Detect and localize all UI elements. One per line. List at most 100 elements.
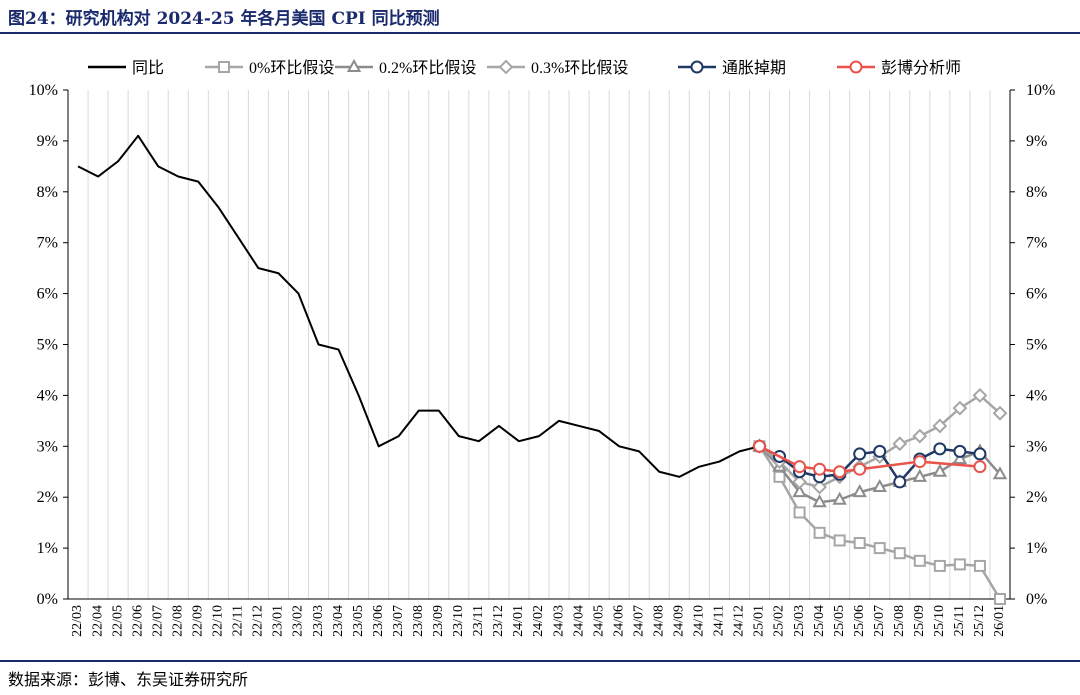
- data-point: [833, 465, 847, 479]
- legend-item: 0.2%环比假设: [335, 58, 476, 77]
- data-point: [873, 444, 887, 458]
- data-point: [913, 554, 926, 567]
- y-axis-left-ticks: 0% 1% 2% 3% 4% 5% 6% 7% 8% 9% 10%: [29, 82, 68, 608]
- series-1: [753, 440, 1006, 605]
- y-tick-label: 5%: [37, 337, 58, 354]
- x-tick-label: 23/08: [411, 605, 426, 637]
- y-tick-label-right: 3%: [1026, 438, 1047, 455]
- x-tick-label: 25/06: [852, 605, 867, 637]
- data-point: [872, 478, 887, 493]
- legend-label: 同比: [132, 59, 164, 77]
- x-tick-label: 24/05: [591, 605, 606, 637]
- legend-swatch-marker: [498, 59, 514, 75]
- legend-item: 彭博分析师: [837, 59, 961, 77]
- data-point: [933, 559, 946, 572]
- data-point: [853, 537, 866, 550]
- legend-item: 0%环比假设: [205, 59, 334, 77]
- y-tick-label: 9%: [37, 133, 58, 150]
- data-point: [972, 387, 988, 403]
- y-tick-label-right: 6%: [1026, 286, 1047, 303]
- legend-item: 通胀掉期: [678, 59, 786, 77]
- y-tick-label-right: 9%: [1026, 133, 1047, 150]
- x-tick-label: 25/08: [892, 605, 907, 637]
- data-point: [932, 418, 948, 434]
- y-tick-label: 3%: [37, 438, 58, 455]
- y-tick-label: 4%: [37, 387, 58, 404]
- data-point: [853, 462, 867, 476]
- chart-series: [77, 134, 1008, 605]
- x-tick-label: 24/07: [631, 605, 646, 637]
- legend-item: 同比: [88, 59, 164, 77]
- x-tick-label: 24/08: [651, 605, 666, 637]
- legend-label: 通胀掉期: [722, 59, 786, 77]
- data-point: [853, 447, 867, 461]
- x-tick-label: 25/07: [872, 605, 887, 637]
- x-tick-label: 26/01: [992, 605, 1007, 637]
- y-tick-label: 0%: [37, 591, 58, 608]
- data-point: [813, 526, 826, 539]
- chart-title: 图24：研究机构对 2024-25 年各月美国 CPI 同比预测: [8, 9, 440, 29]
- legend-label: 0.2%环比假设: [379, 59, 476, 77]
- data-point: [992, 405, 1008, 421]
- x-tick-label: 23/01: [271, 605, 286, 637]
- x-tick-label: 22/05: [110, 605, 125, 637]
- chart-grid: [67, 90, 1011, 599]
- x-tick-label: 24/12: [732, 605, 747, 637]
- y-tick-label: 8%: [37, 184, 58, 201]
- data-point: [892, 436, 908, 452]
- data-point: [932, 463, 948, 477]
- data-point: [952, 400, 968, 416]
- data-point: [973, 559, 986, 572]
- y-axis-right-ticks: 0% 1% 2% 3% 4% 5% 6% 7% 8% 9% 10%: [1010, 82, 1055, 608]
- data-point: [913, 455, 927, 469]
- data-point: [792, 474, 807, 490]
- series-line: [77, 134, 760, 478]
- data-point: [893, 547, 906, 560]
- y-tick-label-right: 8%: [1026, 184, 1047, 201]
- y-tick-label-right: 2%: [1026, 489, 1047, 506]
- legend-label: 0%环比假设: [249, 59, 334, 77]
- data-point: [832, 491, 847, 505]
- x-tick-label: 24/03: [551, 605, 566, 637]
- x-tick-label: 22/03: [70, 605, 85, 637]
- y-tick-label: 6%: [37, 286, 58, 303]
- y-tick-label-right: 4%: [1026, 387, 1047, 404]
- y-tick-label: 7%: [37, 235, 58, 252]
- series-5: [752, 439, 987, 479]
- x-tick-label: 25/03: [792, 605, 807, 637]
- y-tick-label: 1%: [37, 540, 58, 557]
- data-point: [833, 534, 846, 547]
- x-tick-label: 23/03: [311, 605, 326, 637]
- chart-axes: [67, 90, 1011, 600]
- data-point: [812, 494, 827, 508]
- series-3: [752, 387, 1008, 495]
- data-point: [953, 444, 967, 458]
- x-tick-label: 25/05: [832, 605, 847, 637]
- x-tick-label: 22/10: [211, 605, 226, 637]
- data-point: [852, 484, 867, 498]
- y-tick-label-right: 0%: [1026, 591, 1047, 608]
- data-point: [912, 428, 928, 444]
- title-rule: [0, 32, 1080, 34]
- x-tick-label: 25/02: [772, 605, 787, 637]
- x-tick-label: 22/04: [90, 605, 105, 637]
- x-tick-label: 22/12: [251, 605, 266, 637]
- x-tick-label: 23/04: [331, 605, 346, 637]
- x-tick-label: 24/06: [611, 605, 626, 637]
- x-tick-label: 24/04: [571, 605, 586, 637]
- series-0: [77, 134, 760, 478]
- y-tick-label-right: 5%: [1026, 337, 1047, 354]
- x-tick-label: 25/09: [912, 605, 927, 637]
- legend-swatch-marker: [690, 60, 704, 74]
- legend-swatch-marker: [849, 60, 863, 74]
- x-tick-label: 23/05: [351, 605, 366, 637]
- data-point: [953, 558, 966, 571]
- x-tick-label: 25/01: [752, 605, 767, 637]
- y-tick-label: 2%: [37, 489, 58, 506]
- data-point: [973, 460, 987, 474]
- x-axis-ticks: 22/03 22/04 22/05 22/06 22/07 22/08 22/09 22/10…: [70, 605, 1007, 637]
- data-point: [912, 468, 927, 482]
- data-point: [793, 506, 806, 519]
- y-tick-label-right: 7%: [1026, 235, 1047, 252]
- x-tick-label: 22/09: [190, 605, 205, 637]
